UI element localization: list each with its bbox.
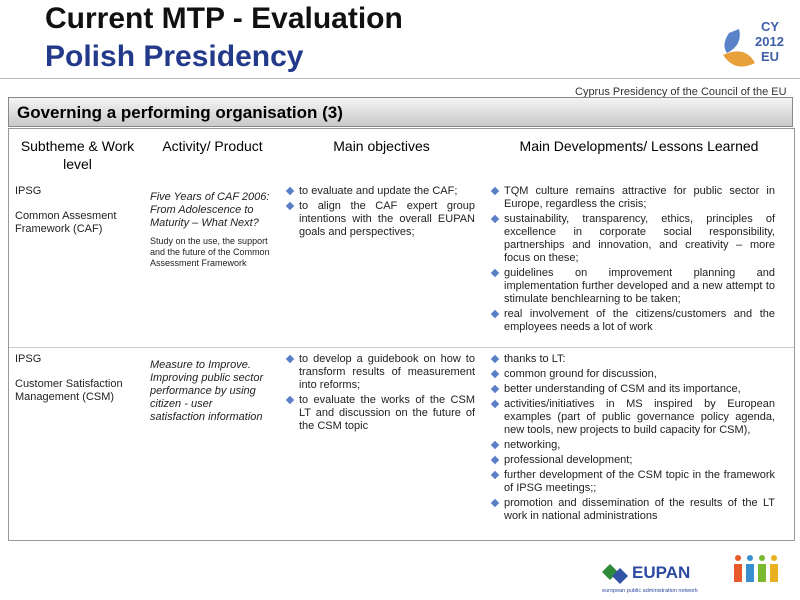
objectives-cell: to develop a guidebook on how to transfo…	[285, 353, 475, 435]
activity: Measure to Improve. Improving public sec…	[150, 359, 264, 423]
subtitle: Polish Presidency	[45, 40, 304, 73]
objective: to align the CAF expert group intentions…	[285, 200, 475, 239]
development: professional development;	[490, 454, 775, 467]
developments-list: TQM culture remains attractive for publi…	[490, 185, 775, 334]
subtheme-cell: IPSG Common Assesment Framework (CAF)	[15, 185, 140, 248]
subtheme-line: Common Assesment Framework (CAF)	[15, 210, 117, 235]
subtheme-line: IPSG	[15, 353, 42, 365]
objectives-list: to evaluate and update the CAF; to align …	[285, 185, 475, 239]
column-header: Activity/ Product	[162, 138, 263, 154]
developments-cell: TQM culture remains attractive for publi…	[490, 185, 775, 336]
development: networking,	[490, 439, 775, 452]
objectives-list: to develop a guidebook on how to transfo…	[285, 353, 475, 433]
development: thanks to LT:	[490, 353, 775, 366]
eupan-caption: european public administration network	[602, 588, 698, 594]
development: real involvement of the citizens/custome…	[490, 308, 775, 334]
subtheme-cell: IPSG Customer Satisfaction Management (CS…	[15, 353, 140, 416]
rule	[0, 78, 800, 79]
table: Subtheme & Work level Activity/ Product Ma…	[8, 128, 795, 541]
title: Current MTP - Evaluation	[45, 2, 403, 35]
column-header: Main Developments/ Lessons Learned	[519, 138, 759, 154]
column-header: Main objectives	[333, 138, 430, 154]
development: activities/initiatives in MS inspired by…	[490, 398, 775, 437]
objective: to evaluate and update the CAF;	[285, 185, 475, 198]
objective: to develop a guidebook on how to transfo…	[285, 353, 475, 392]
development: TQM culture remains attractive for publi…	[490, 185, 775, 211]
objective: to evaluate the works of the CSM LT and …	[285, 394, 475, 433]
development: promotion and dissemination of the resul…	[490, 497, 775, 523]
objectives-cell: to evaluate and update the CAF; to align …	[285, 185, 475, 241]
activity-cell: Five Years of CAF 2006: From Adolescence…	[150, 191, 270, 269]
development: sustainability, transparency, ethics, pr…	[490, 213, 775, 265]
development: better understanding of CSM and its impo…	[490, 383, 775, 396]
development: common ground for discussion,	[490, 368, 775, 381]
subtheme-line: IPSG	[15, 185, 42, 197]
activity-cell: Measure to Improve. Improving public sec…	[150, 359, 270, 424]
developments-cell: thanks to LT: common ground for discussio…	[490, 353, 775, 525]
section-title: Governing a performing organisation (3)	[8, 97, 793, 127]
column-header: Subtheme & Work level	[20, 138, 135, 172]
activity: Five Years of CAF 2006: From Adolescence…	[150, 191, 270, 229]
presidency: Cyprus Presidency of the Council of the …	[575, 86, 787, 97]
activity-note: Study on the use, the support and the fu…	[150, 236, 270, 268]
footer-logos: EUPAN european public administration net…	[602, 555, 778, 594]
cy-logo: CY 2012 EU	[723, 19, 784, 67]
subtheme-line: Customer Satisfaction Management (CSM)	[15, 378, 123, 403]
development: further development of the CSM topic in …	[490, 469, 775, 495]
eupan: EUPAN	[632, 563, 690, 582]
logo-text: CY	[761, 19, 779, 34]
logo-text: EU	[761, 49, 779, 64]
logo-text: 2012	[755, 34, 784, 49]
row-divider	[9, 347, 794, 348]
development: guidelines on improvement planning and i…	[490, 267, 775, 306]
developments-list: thanks to LT: common ground for discussio…	[490, 353, 775, 523]
